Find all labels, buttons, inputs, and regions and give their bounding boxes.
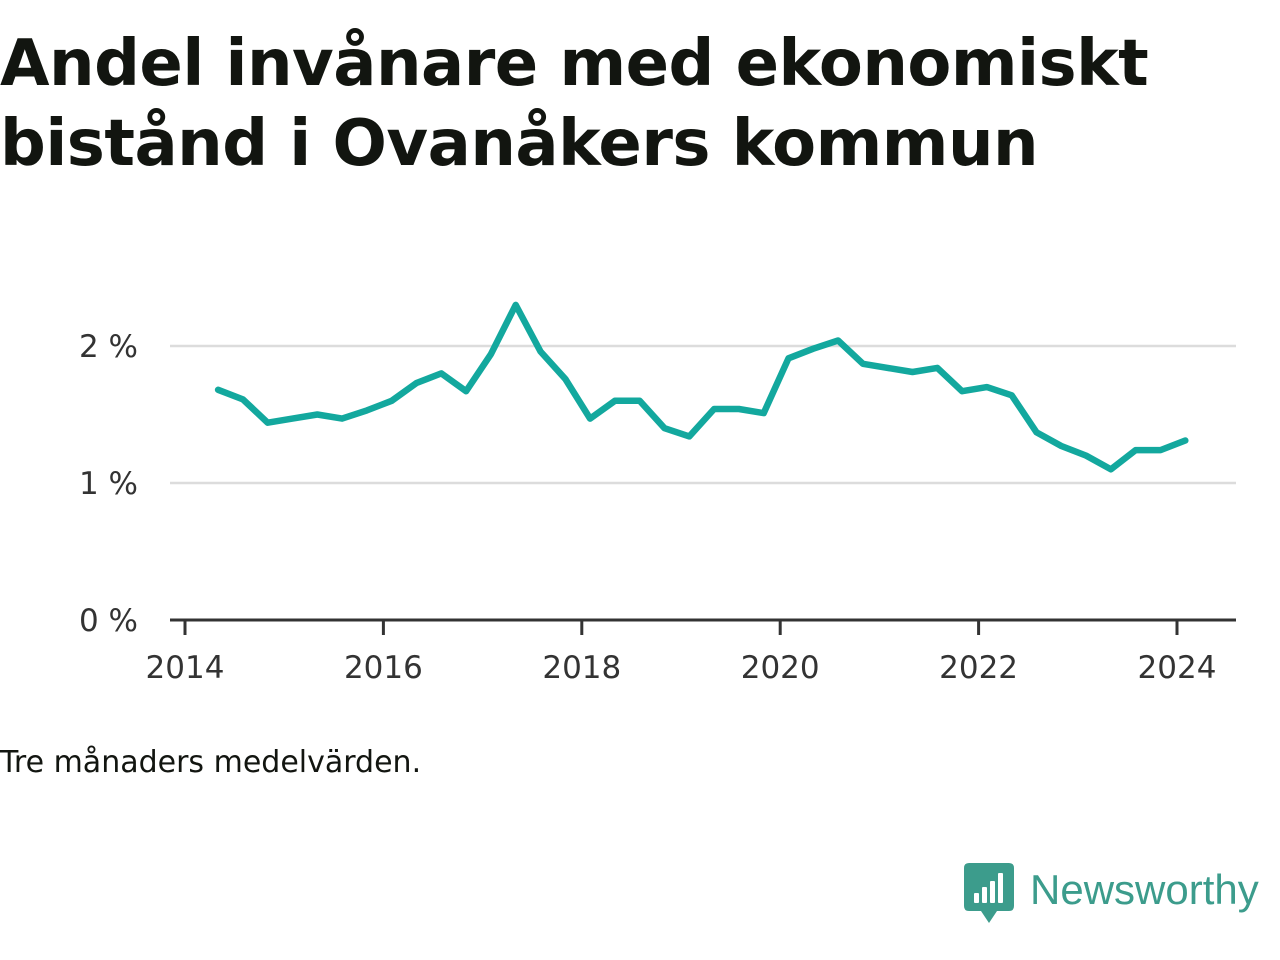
- x-axis-ticks: 2014 2016 2018 2020 2022 2024: [146, 620, 1217, 686]
- grid-lines: [170, 344, 1236, 485]
- y-tick-label: 0 %: [79, 603, 138, 639]
- y-tick-label: 2 %: [79, 329, 138, 365]
- x-tick-label: 2014: [146, 650, 225, 686]
- x-tick-label: 2020: [741, 650, 820, 686]
- y-tick-label: 1 %: [79, 466, 138, 502]
- x-tick-label: 2016: [344, 650, 423, 686]
- newsworthy-logo: Newsworthy: [964, 862, 1259, 926]
- x-tick-label: 2018: [542, 650, 621, 686]
- newsworthy-logo-icon: [964, 863, 1014, 923]
- x-tick-label: 2022: [939, 650, 1018, 686]
- series-line: [214, 301, 1189, 473]
- y-axis-labels: 0 % 1 % 2 %: [79, 329, 138, 639]
- newsworthy-logo-text: Newsworthy: [1030, 866, 1259, 913]
- x-tick-label: 2024: [1138, 650, 1217, 686]
- line-chart: 0 % 1 % 2 % 2014 2016 2018 2020 2022 2024: [79, 301, 1236, 686]
- chart-title: Andel invånare med ekonomiskt bistånd i …: [0, 27, 1149, 181]
- chart-caption: Tre månaders medelvärden.: [0, 745, 422, 780]
